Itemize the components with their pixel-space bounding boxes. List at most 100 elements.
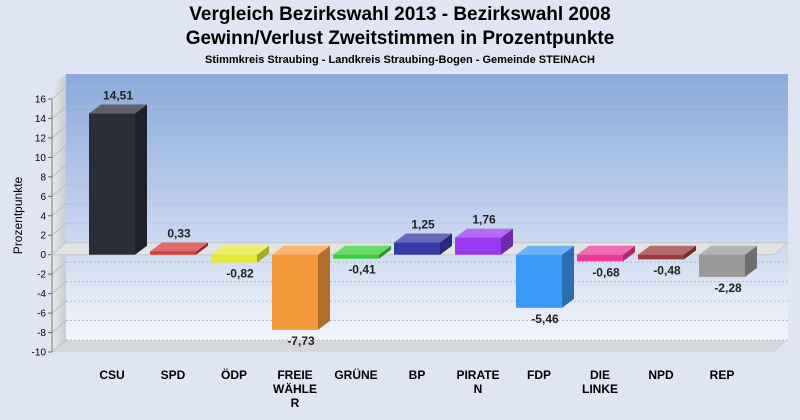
gridline: [51, 86, 67, 100]
y-tick-label: 10: [35, 153, 47, 164]
gridline: [51, 125, 67, 139]
gridline: [51, 300, 67, 314]
y-tick-label: 8: [40, 172, 46, 183]
value-label: 1,25: [411, 218, 435, 232]
bar-REP: [699, 245, 757, 277]
bar-top: [394, 233, 452, 243]
bar-GRÜNE: [333, 245, 391, 259]
x-tick-label: SPD: [161, 368, 186, 382]
gridline: [51, 164, 67, 178]
side-wall: [52, 74, 66, 352]
bar-side: [501, 228, 513, 255]
y-tick-label: 6: [40, 192, 46, 203]
gridline: [51, 145, 67, 158]
y-tick-label: 14: [35, 114, 47, 125]
y-tick-label: 2: [40, 231, 46, 242]
value-label: 1,76: [472, 213, 496, 227]
bar-front: [638, 254, 684, 260]
bar-front: [577, 254, 623, 262]
bar-front: [516, 254, 562, 308]
gridline: [51, 106, 67, 119]
x-tick-label: PIRATE N: [456, 368, 499, 396]
bar-SPD: [150, 242, 208, 255]
bar-NPD: [638, 245, 696, 260]
y-tick-label: -8: [37, 328, 46, 339]
bar-side: [379, 245, 391, 259]
gridline: [51, 261, 67, 275]
chart-title-line2: Gewinn/Verlust Zweitstimmen in Prozentpu…: [185, 28, 615, 49]
back-wall: [66, 74, 788, 340]
bar-side: [684, 245, 696, 260]
x-tick-label: DIE LINKE: [582, 368, 618, 396]
floor: [52, 340, 788, 352]
bar-top: [577, 245, 635, 255]
value-label: -0,41: [348, 263, 376, 277]
y-tick-label: -4: [37, 289, 46, 300]
x-tick-label: FDP: [527, 368, 551, 382]
bar-front: [699, 254, 745, 277]
bar-front: [333, 254, 379, 259]
value-label: -5,46: [531, 312, 559, 326]
chart-subtitle: Stimmkreis Straubing - Landkreis Straubi…: [205, 54, 595, 66]
bar-side: [257, 245, 269, 263]
gridline: [51, 320, 67, 333]
bar-side: [745, 245, 757, 277]
bar-top: [150, 242, 208, 252]
bar-PIRATEN: [455, 228, 513, 255]
bar-side: [562, 245, 574, 308]
value-label: 14,51: [103, 88, 133, 102]
bar-CSU: [89, 104, 147, 255]
x-tick-label: CSU: [99, 368, 124, 382]
bar-front: [455, 237, 501, 255]
y-tick-label: 16: [35, 95, 47, 106]
bar-ÖDP: [211, 245, 269, 263]
bar-front: [150, 251, 196, 255]
value-label: -0,68: [592, 265, 620, 279]
bar-DIE LINKE: [577, 245, 635, 262]
bar-FDP: [516, 245, 574, 308]
bar-front: [89, 113, 135, 255]
value-label: -7,73: [287, 334, 315, 348]
bar-top: [211, 245, 269, 255]
value-label: -0,48: [653, 263, 681, 277]
bar-top: [272, 245, 330, 255]
gridline: [51, 203, 67, 217]
x-tick-label: NPD: [648, 368, 674, 382]
gridline: [51, 183, 67, 197]
x-tick-label: ÖDP: [221, 367, 247, 382]
bar-top: [89, 104, 147, 114]
bar-front: [211, 254, 257, 263]
value-label: -2,28: [714, 281, 742, 295]
x-tick-label: GRÜNE: [334, 367, 377, 382]
chart-title: Vergleich Bezirkswahl 2013 - Bezirkswahl…: [189, 4, 611, 25]
bar-top: [699, 245, 757, 255]
y-tick-label: 12: [35, 133, 47, 144]
y-tick-label: 0: [40, 250, 46, 261]
bar-top: [638, 245, 696, 255]
bar-BP: [394, 233, 452, 255]
y-tick-label: -2: [37, 270, 46, 281]
gridline: [51, 222, 67, 236]
bar-side: [135, 104, 147, 255]
gridline: [51, 281, 67, 294]
x-tick-label: BP: [409, 368, 426, 382]
bar-side: [623, 245, 635, 262]
bar-top: [333, 245, 391, 255]
bar-side: [440, 233, 452, 255]
bar-top: [455, 228, 513, 238]
bar-top: [516, 245, 574, 255]
bar-FREIE WÄHLER: [272, 245, 330, 330]
bar-front: [272, 254, 318, 330]
x-tick-label: REP: [710, 368, 735, 382]
bar-side: [196, 242, 208, 255]
y-axis-label: Prozentpunkte: [11, 176, 25, 254]
value-label: 0,33: [167, 226, 191, 240]
value-label: -0,82: [226, 267, 254, 281]
gridline: [51, 339, 67, 353]
x-tick-label: FREIE WÄHLE R: [273, 368, 317, 410]
y-tick-label: -6: [37, 309, 46, 320]
bar-front: [394, 242, 440, 255]
y-tick-label: -10: [32, 348, 47, 359]
